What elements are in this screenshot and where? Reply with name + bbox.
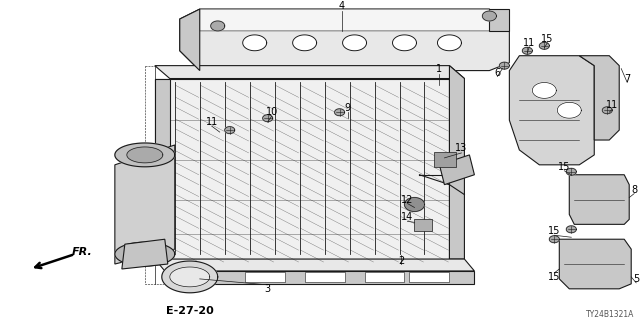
Polygon shape [122, 239, 168, 269]
Polygon shape [292, 35, 317, 51]
Polygon shape [335, 109, 344, 116]
Text: TY24B1321A: TY24B1321A [586, 310, 634, 319]
Text: 7: 7 [624, 74, 630, 84]
Polygon shape [115, 242, 175, 266]
Polygon shape [509, 56, 595, 165]
Polygon shape [579, 56, 620, 140]
Text: E-27-20: E-27-20 [166, 306, 214, 316]
Polygon shape [180, 9, 509, 71]
Polygon shape [483, 11, 497, 21]
Polygon shape [490, 9, 509, 31]
Polygon shape [155, 259, 474, 271]
Bar [244, 272, 285, 282]
Text: 12: 12 [401, 195, 413, 204]
Polygon shape [164, 271, 474, 284]
Text: 4: 4 [339, 1, 344, 11]
Text: 15: 15 [558, 162, 570, 172]
Text: 14: 14 [401, 212, 413, 222]
Polygon shape [602, 107, 612, 114]
Text: 11: 11 [524, 38, 536, 48]
Polygon shape [499, 62, 509, 69]
Polygon shape [200, 9, 509, 31]
Text: FR.: FR. [72, 247, 93, 257]
Polygon shape [162, 261, 218, 293]
Polygon shape [540, 42, 549, 49]
Polygon shape [449, 66, 465, 259]
Bar [365, 272, 404, 282]
Polygon shape [404, 197, 424, 212]
Polygon shape [532, 83, 556, 98]
Text: 6: 6 [494, 68, 500, 77]
Text: 11: 11 [205, 117, 218, 127]
Polygon shape [566, 168, 576, 175]
Text: 10: 10 [266, 107, 278, 117]
Text: 2: 2 [398, 256, 404, 266]
Polygon shape [440, 155, 474, 185]
Polygon shape [211, 21, 225, 31]
Text: 3: 3 [264, 284, 271, 294]
Text: 1: 1 [436, 64, 442, 74]
Text: 15: 15 [548, 272, 561, 282]
Polygon shape [522, 47, 532, 54]
Polygon shape [262, 115, 273, 122]
Text: 9: 9 [344, 103, 351, 113]
Polygon shape [243, 35, 267, 51]
Text: 13: 13 [455, 143, 468, 153]
Polygon shape [115, 143, 175, 167]
Polygon shape [549, 236, 559, 243]
Polygon shape [115, 145, 175, 264]
Polygon shape [155, 78, 449, 259]
Polygon shape [155, 66, 465, 78]
Bar [305, 272, 344, 282]
Polygon shape [570, 175, 629, 224]
Text: 5: 5 [633, 274, 639, 284]
Polygon shape [392, 35, 417, 51]
Polygon shape [557, 102, 581, 118]
Polygon shape [566, 226, 576, 233]
Polygon shape [155, 78, 170, 259]
Polygon shape [438, 35, 461, 51]
Polygon shape [170, 267, 210, 287]
Polygon shape [342, 35, 367, 51]
Bar [435, 152, 456, 167]
Polygon shape [559, 239, 631, 289]
Text: 15: 15 [541, 34, 554, 44]
Polygon shape [225, 127, 235, 133]
Text: 11: 11 [606, 100, 618, 110]
Bar [410, 272, 449, 282]
Polygon shape [127, 147, 163, 163]
Bar [415, 220, 433, 231]
Text: 15: 15 [548, 226, 561, 236]
Polygon shape [180, 9, 200, 71]
Text: 8: 8 [631, 185, 637, 195]
